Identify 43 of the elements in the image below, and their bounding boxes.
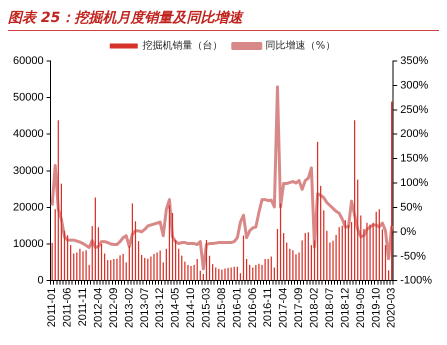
x-tick-label: 2013-02 (123, 288, 136, 328)
y2-tick-label: 350% (400, 55, 429, 68)
chart-title: 图表 25：挖掘机月度销量及同比增速 (8, 8, 439, 31)
y-tick-label: 20000 (12, 201, 44, 214)
y2-tick-label: 300% (400, 79, 429, 92)
x-tick-label: 2015-03 (200, 288, 212, 328)
legend-label: 同比增速（%） (266, 40, 336, 52)
x-tick-label: 2012-04 (92, 288, 104, 328)
y2-tick-label: -100% (400, 274, 432, 287)
x-tick-label: 2016-01 (231, 288, 244, 328)
y-tick-label: 60000 (12, 55, 44, 68)
x-tick-label: 2017-04 (278, 288, 290, 328)
x-tick-label: 2017-09 (293, 288, 306, 328)
y2-tick-label: 0% (400, 226, 416, 238)
y-tick-label: 40000 (12, 128, 44, 140)
x-tick-label: 2011-01 (46, 288, 58, 328)
y2-tick-label: 100% (400, 177, 429, 190)
y-tick-label: 0 (37, 274, 44, 287)
y-tick-label: 30000 (12, 164, 44, 177)
x-tick-label: 2014-10 (185, 288, 198, 328)
x-tick-label: 2019-10 (370, 288, 382, 328)
y2-tick-label: 200% (400, 128, 429, 140)
x-tick-label: 2016-11 (262, 288, 274, 328)
x-tick-label: 2011-11 (77, 288, 90, 326)
y2-tick-label: -50% (400, 250, 426, 262)
y-tick-label: 10000 (12, 238, 44, 250)
x-tick-label: 2018-07 (324, 288, 336, 328)
x-tick-label: 2018-02 (308, 288, 321, 328)
x-tick-label: 2020-03 (386, 288, 398, 328)
x-tick-label: 2014-05 (170, 288, 182, 328)
y-tick-label: 50000 (12, 92, 44, 104)
legend-label: 挖掘机销量（台） (142, 40, 223, 52)
x-tick-label: 2012-09 (108, 288, 120, 328)
x-tick-label: 2018-12 (339, 288, 352, 328)
y2-tick-label: 150% (400, 152, 429, 165)
x-tick-label: 2013-12 (154, 288, 166, 328)
x-tick-label: 2015-08 (216, 288, 228, 328)
y2-tick-label: 50% (400, 201, 422, 214)
x-tick-label: 2019-05 (354, 288, 367, 328)
y2-tick-label: 250% (400, 104, 429, 116)
x-tick-label: 2016-06 (246, 288, 259, 328)
x-tick-label: 2011-06 (62, 288, 74, 328)
x-tick-label: 2013-07 (138, 288, 151, 328)
